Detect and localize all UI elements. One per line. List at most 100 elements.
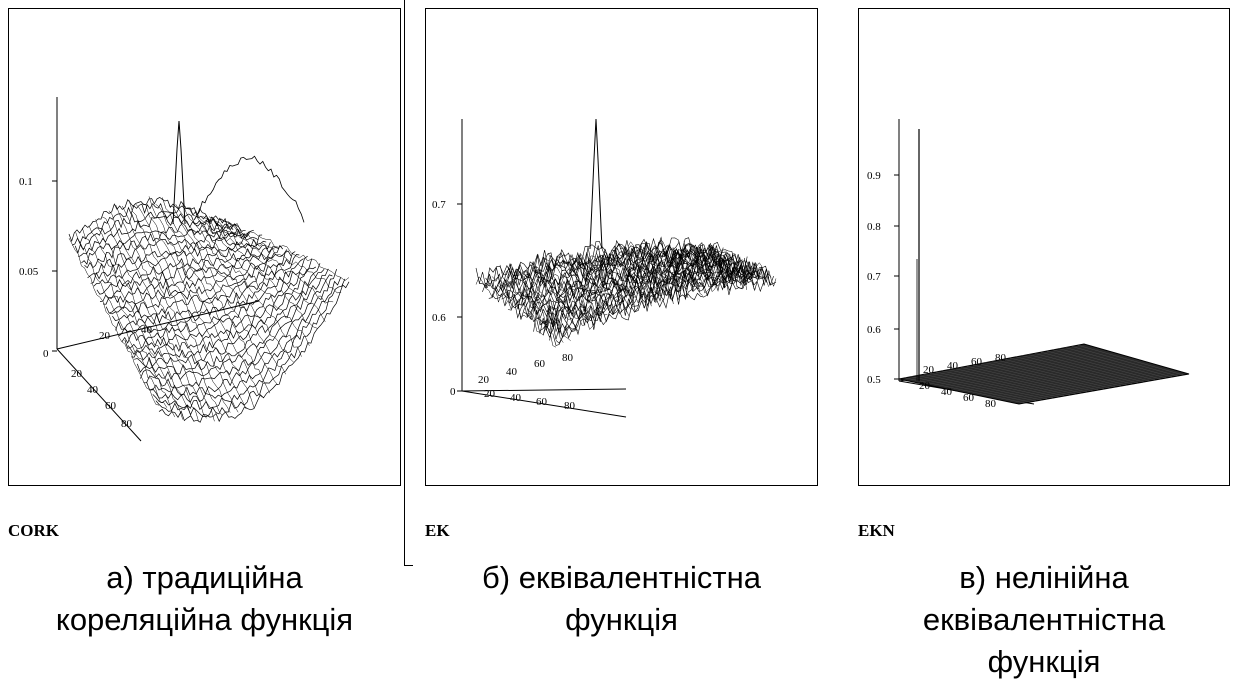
z-tick-label: 0.6 (867, 324, 881, 336)
y-tick-label: 20 (923, 364, 935, 376)
mesh-line (149, 268, 337, 403)
mesh-line (966, 365, 1082, 394)
mesh-line (1077, 344, 1184, 376)
mesh-line (135, 203, 239, 413)
mesh-line (108, 210, 207, 419)
mesh-line (917, 375, 1037, 402)
mesh-line (102, 216, 199, 422)
mesh-line (68, 196, 230, 243)
mesh-line (109, 244, 284, 315)
mesh-line (162, 197, 271, 394)
ticks-ek: 0.7 0.6 0 20 40 60 80 20 40 60 80 (432, 199, 576, 412)
x-axis-line (56, 300, 260, 350)
x-tick-label: 80 (985, 398, 997, 410)
variable-name-cork: CORK (8, 521, 59, 540)
mesh-line (960, 367, 1076, 395)
x-tick-label: 40 (141, 324, 153, 336)
mesh-line (619, 248, 689, 298)
chart-panel-ek: 0.7 0.6 0 20 40 60 80 20 40 60 80 (425, 8, 818, 486)
x-tick-label: 60 (536, 396, 548, 408)
mesh-line (78, 215, 242, 258)
caption-cork: а) традиційна кореляційна функція (8, 557, 401, 641)
separator-foot (404, 565, 413, 566)
mesh-line (515, 265, 593, 331)
z-tick-label: 0.1 (19, 176, 33, 188)
mesh-line (985, 362, 1099, 391)
caption-line: функція (565, 602, 678, 637)
mesh-line (667, 245, 733, 288)
mesh-ridge (193, 155, 305, 223)
mesh-line (651, 250, 718, 293)
x-axis-line (461, 388, 627, 392)
mesh-line (643, 240, 711, 294)
surface-mesh-cork (68, 120, 350, 423)
variable-name-ekn: EKN (858, 521, 895, 540)
variable-name-ek: EK (425, 521, 450, 540)
mesh-line (611, 247, 681, 302)
y-axis-line (56, 348, 142, 442)
y-tick-label: 40 (506, 366, 518, 378)
y-tick-label: 60 (105, 400, 117, 412)
mesh-line (81, 222, 246, 265)
mesh-line (595, 252, 667, 295)
mesh-line (71, 202, 234, 246)
mesh-line (155, 204, 263, 398)
surface-mesh-ekn (898, 129, 1190, 405)
mesh-line (691, 246, 755, 290)
z-tick-label: 0 (450, 386, 456, 398)
mesh-line (929, 372, 1048, 400)
mesh-line (552, 269, 774, 346)
y-tick-label: 80 (995, 352, 1007, 364)
mesh-line (1071, 346, 1178, 377)
caption-line: функція (987, 644, 1101, 679)
mesh-line (1059, 348, 1167, 379)
mesh-line (68, 238, 160, 406)
z-tick-label: 0.6 (432, 312, 446, 324)
mesh-line (87, 229, 254, 279)
caption-line: кореляційна функція (55, 602, 354, 637)
mesh-line (514, 254, 746, 319)
mesh-line (152, 277, 342, 411)
mesh-line (475, 276, 557, 348)
y-tick-label: 60 (971, 356, 983, 368)
mesh-line (683, 241, 747, 290)
mesh-line (627, 241, 696, 293)
mesh-line (979, 363, 1093, 392)
mesh-line (115, 204, 215, 422)
mesh-line (222, 220, 342, 294)
surface-mesh-ek (475, 118, 777, 348)
mesh-line (659, 239, 725, 284)
z-tick-label: 0.05 (19, 266, 39, 278)
mesh-line (148, 196, 255, 408)
mesh-line (93, 234, 263, 287)
mesh-line (155, 278, 346, 417)
x-tick-label: 20 (484, 388, 496, 400)
mesh-line (168, 205, 278, 386)
y-tick-label: 40 (947, 360, 959, 372)
caption-line: б) еквівалентністна (482, 560, 761, 595)
mesh-line (507, 262, 586, 326)
mesh-line (175, 204, 286, 375)
caption-line: еквівалентністна (922, 602, 1166, 637)
mesh-line (188, 207, 302, 357)
mesh-line (555, 269, 777, 344)
mesh-line (99, 242, 271, 302)
peak-spike (589, 118, 603, 250)
mesh-line (547, 252, 623, 314)
mesh-line (579, 252, 652, 307)
mesh-line (948, 369, 1065, 397)
x-tick-label: 60 (963, 392, 975, 404)
mesh-line (124, 258, 304, 349)
surface-plot-ek: 0.7 0.6 0 20 40 60 80 20 40 60 80 (432, 118, 777, 418)
mesh-line (1046, 350, 1156, 381)
z-tick-label: 0.8 (867, 221, 881, 233)
mesh-line (88, 225, 184, 420)
y-tick-label: 60 (534, 358, 546, 370)
mesh-line (991, 361, 1105, 390)
surface-plot-cork: 0.1 0.05 0 20 40 20 40 60 80 (19, 97, 350, 442)
mesh-line (1065, 347, 1173, 378)
chart-panel-cork: 0.1 0.05 0 20 40 20 40 60 80 (8, 8, 401, 486)
axes-cork (56, 97, 260, 442)
mesh-line (228, 221, 350, 281)
mesh-line (715, 253, 777, 288)
